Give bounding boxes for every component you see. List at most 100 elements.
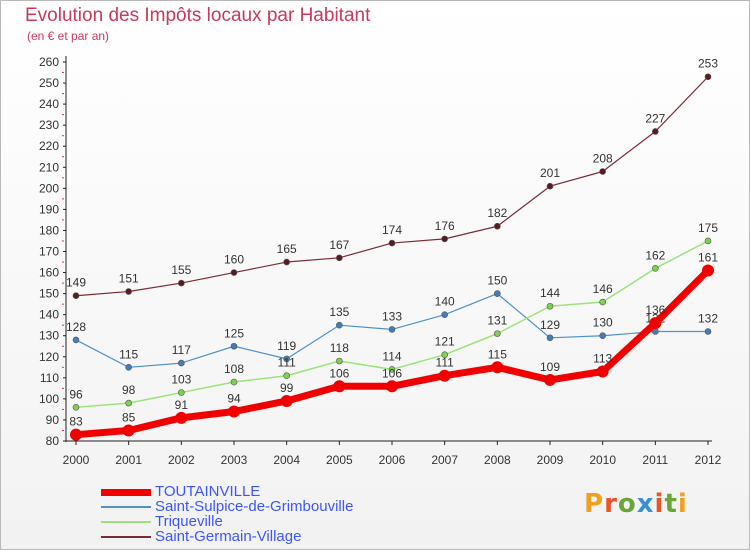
data-label-saint-sulpice-de-grimbouville: 133 bbox=[382, 309, 402, 323]
y-tick-label: 250 bbox=[39, 76, 59, 90]
data-point-triqueville bbox=[178, 389, 185, 396]
logo-letter: r bbox=[604, 489, 618, 519]
data-label-toutainville: 99 bbox=[280, 381, 294, 395]
data-point-saint-germain-village bbox=[72, 292, 80, 300]
data-label-toutainville: 91 bbox=[175, 398, 189, 412]
logo-letter: i bbox=[677, 489, 688, 519]
y-tick-label: 200 bbox=[39, 181, 59, 195]
data-label-toutainville: 115 bbox=[488, 347, 507, 361]
data-label-toutainville: 106 bbox=[329, 366, 349, 380]
data-label-saint-germain-village: 182 bbox=[487, 206, 507, 220]
data-label-triqueville: 111 bbox=[278, 356, 297, 370]
y-tick-label: 160 bbox=[39, 266, 59, 280]
data-label-saint-germain-village: 227 bbox=[645, 111, 665, 125]
x-tick-label: 2012 bbox=[695, 453, 722, 467]
data-point-toutainville bbox=[228, 405, 240, 418]
y-tick-label: 220 bbox=[39, 139, 59, 153]
data-label-saint-germain-village: 151 bbox=[119, 272, 139, 286]
data-label-saint-germain-village: 208 bbox=[593, 151, 613, 165]
data-point-toutainville bbox=[280, 394, 293, 407]
data-label-saint-sulpice-de-grimbouville: 125 bbox=[224, 326, 244, 340]
logo-letter: t bbox=[664, 489, 678, 519]
proxiti-logo: Proxiti bbox=[584, 489, 688, 519]
data-label-triqueville: 108 bbox=[224, 362, 244, 376]
data-point-toutainville bbox=[122, 424, 135, 437]
data-point-triqueville bbox=[441, 351, 448, 358]
logo-letter: P bbox=[584, 489, 605, 519]
data-label-triqueville: 96 bbox=[69, 387, 83, 401]
data-label-saint-sulpice-de-grimbouville: 130 bbox=[593, 316, 613, 330]
data-label-toutainville: 111 bbox=[436, 356, 455, 370]
data-point-saint-germain-village bbox=[125, 288, 132, 295]
logo-letter: o bbox=[617, 489, 637, 519]
data-label-toutainville: 106 bbox=[382, 366, 402, 380]
data-point-triqueville bbox=[230, 378, 238, 386]
data-label-saint-sulpice-de-grimbouville: 128 bbox=[66, 320, 86, 334]
y-tick-label: 100 bbox=[39, 392, 59, 406]
x-tick-label: 2009 bbox=[537, 453, 564, 467]
data-point-toutainville bbox=[70, 428, 82, 441]
y-tick-label: 130 bbox=[39, 329, 59, 343]
data-label-saint-germain-village: 165 bbox=[277, 242, 297, 256]
data-point-saint-sulpice-de-grimbouville bbox=[599, 332, 606, 340]
data-label-triqueville: 146 bbox=[593, 282, 613, 296]
data-label-triqueville: 175 bbox=[698, 221, 718, 235]
data-point-saint-germain-village bbox=[283, 258, 290, 266]
data-point-saint-germain-village bbox=[336, 254, 343, 262]
data-point-saint-sulpice-de-grimbouville bbox=[72, 336, 80, 344]
data-label-toutainville: 85 bbox=[122, 410, 136, 424]
legend-swatch-triqueville bbox=[101, 521, 151, 523]
data-point-toutainville bbox=[596, 365, 609, 378]
x-tick-label: 2002 bbox=[168, 453, 195, 467]
logo-letter: i bbox=[654, 489, 665, 519]
y-tick-label: 120 bbox=[39, 350, 59, 364]
data-label-saint-sulpice-de-grimbouville: 117 bbox=[172, 343, 191, 357]
data-point-toutainville bbox=[702, 264, 714, 277]
x-tick-label: 2004 bbox=[273, 453, 300, 467]
data-label-toutainville: 83 bbox=[69, 415, 83, 429]
data-point-saint-sulpice-de-grimbouville bbox=[388, 326, 396, 333]
data-label-toutainville: 109 bbox=[540, 360, 560, 374]
data-label-saint-germain-village: 201 bbox=[540, 166, 560, 180]
data-point-triqueville bbox=[283, 372, 290, 380]
data-point-triqueville bbox=[388, 366, 396, 373]
data-point-saint-sulpice-de-grimbouville bbox=[336, 321, 343, 329]
data-point-triqueville bbox=[72, 404, 80, 411]
y-tick-label: 80 bbox=[46, 434, 60, 448]
data-point-triqueville bbox=[494, 330, 501, 337]
legend-swatch-saint-germain-village bbox=[101, 536, 151, 538]
data-point-saint-sulpice-de-grimbouville bbox=[494, 290, 501, 297]
x-tick-label: 2010 bbox=[589, 453, 616, 467]
legend-label-saint-germain-village: Saint-Germain-Village bbox=[155, 528, 302, 545]
data-point-saint-germain-village bbox=[599, 168, 606, 175]
data-label-saint-sulpice-de-grimbouville: 135 bbox=[329, 305, 349, 319]
data-point-saint-germain-village bbox=[230, 269, 238, 276]
data-point-saint-sulpice-de-grimbouville bbox=[441, 311, 448, 318]
data-label-triqueville: 118 bbox=[330, 341, 349, 355]
data-point-saint-germain-village bbox=[704, 73, 712, 81]
chart-subtitle: (en € et par an) bbox=[27, 29, 110, 43]
data-point-toutainville bbox=[491, 361, 504, 374]
y-tick-label: 140 bbox=[39, 308, 59, 322]
data-point-saint-sulpice-de-grimbouville bbox=[283, 355, 290, 363]
data-label-triqueville: 121 bbox=[435, 335, 455, 349]
y-tick-label: 240 bbox=[39, 97, 59, 111]
data-point-triqueville bbox=[652, 265, 659, 272]
data-label-saint-germain-village: 149 bbox=[66, 276, 86, 290]
y-tick-label: 260 bbox=[39, 55, 59, 69]
legend-label-saint-sulpice-de-grimbouville: Saint-Sulpice-de-Grimbouville bbox=[155, 498, 354, 515]
y-tick-label: 90 bbox=[46, 413, 60, 427]
data-label-saint-germain-village: 155 bbox=[171, 263, 191, 277]
data-label-triqueville: 131 bbox=[487, 314, 507, 328]
data-point-triqueville bbox=[704, 237, 712, 245]
data-label-saint-germain-village: 253 bbox=[698, 57, 718, 71]
data-label-saint-sulpice-de-grimbouville: 115 bbox=[119, 347, 138, 361]
x-tick-label: 2011 bbox=[642, 453, 668, 467]
data-point-triqueville bbox=[546, 302, 554, 310]
x-tick-label: 2001 bbox=[115, 453, 142, 467]
legend-label-toutainville: TOUTAINVILLE bbox=[155, 483, 261, 500]
y-tick-label: 210 bbox=[39, 160, 59, 174]
x-tick-label: 2006 bbox=[379, 453, 406, 467]
